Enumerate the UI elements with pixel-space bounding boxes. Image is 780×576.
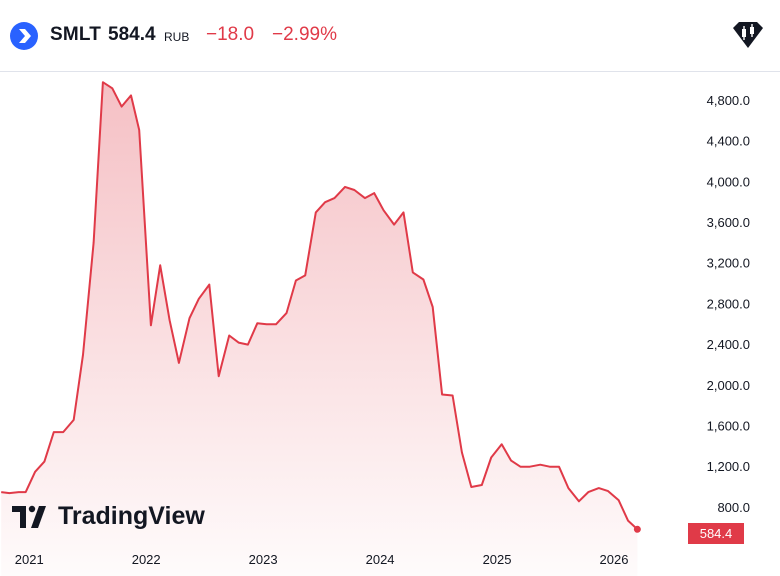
x-tick-label: 2021 xyxy=(15,552,44,567)
x-tick-label: 2026 xyxy=(600,552,629,567)
y-tick-label: 1,200.0 xyxy=(707,459,750,474)
y-tick-label: 2,000.0 xyxy=(707,378,750,393)
symbol-logo-icon[interactable] xyxy=(10,22,38,50)
y-tick-label: 3,600.0 xyxy=(707,215,750,230)
y-tick-label: 1,600.0 xyxy=(707,419,750,434)
y-tick-label: 800.0 xyxy=(717,500,750,515)
price-change: −18.0 xyxy=(206,24,255,45)
price-change-percent: −2.99% xyxy=(272,24,337,45)
price-line[interactable] xyxy=(1,81,639,531)
x-tick-label: 2022 xyxy=(132,552,161,567)
symbol-header: SMLT 584.4 RUB −18.0 −2.99% xyxy=(0,0,780,72)
price-chart[interactable]: 800.0 1,200.0 1,600.0 2,000.0 2,400.0 2,800.0… xyxy=(0,72,780,576)
last-price-point xyxy=(633,525,641,533)
last-price-badge: 584.4 xyxy=(688,523,744,544)
y-tick-label: 3,200.0 xyxy=(707,256,750,271)
y-tick-label: 4,000.0 xyxy=(707,174,750,189)
y-tick-label: 4,400.0 xyxy=(707,134,750,149)
y-tick-label: 4,800.0 xyxy=(707,93,750,108)
x-tick-label: 2023 xyxy=(249,552,278,567)
y-tick-label: 2,800.0 xyxy=(707,296,750,311)
x-tick-label: 2024 xyxy=(366,552,395,567)
symbol-name[interactable]: SMLT xyxy=(50,24,102,45)
last-price: 584.4 xyxy=(108,24,156,45)
tradingview-wordmark: TradingView xyxy=(58,502,205,530)
y-tick-label: 2,400.0 xyxy=(707,337,750,352)
currency-label: RUB xyxy=(164,30,190,44)
x-tick-label: 2025 xyxy=(483,552,512,567)
price-area-fill xyxy=(1,82,638,576)
tv-logo-icon xyxy=(12,505,46,528)
chevron-right-icon xyxy=(19,29,31,43)
candlestick-icon[interactable] xyxy=(730,20,766,57)
